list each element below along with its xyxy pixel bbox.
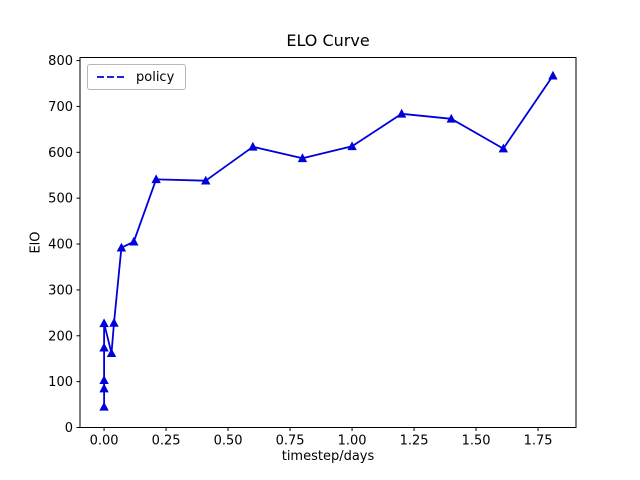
legend-dashed-line-icon — [97, 76, 127, 78]
legend-entry-policy: policy — [136, 69, 175, 85]
x-tick-label: 1.50 — [462, 434, 491, 449]
legend: policy — [87, 64, 187, 90]
y-axis-label: ElO — [28, 231, 44, 254]
triangle-marker — [548, 70, 558, 80]
triangle-marker — [99, 318, 109, 328]
y-tick-label: 300 — [48, 283, 73, 298]
triangle-marker — [347, 141, 357, 151]
y-tick-label: 200 — [48, 329, 73, 344]
triangle-marker — [99, 401, 109, 411]
x-axis-label: timestep/days — [281, 449, 375, 464]
x-tick-label: 0.50 — [214, 434, 243, 449]
x-tick-label: 0.25 — [152, 434, 181, 449]
triangle-marker — [297, 153, 308, 163]
triangle-marker — [99, 383, 109, 393]
triangle-marker — [99, 375, 109, 385]
triangle-marker — [446, 113, 456, 123]
x-tick-label: 0.75 — [276, 434, 305, 449]
plot-spines — [79, 57, 577, 428]
y-tick-label: 100 — [48, 375, 73, 390]
triangle-marker — [151, 174, 161, 184]
x-tick-label: 0.00 — [90, 434, 119, 449]
triangle-marker — [201, 175, 211, 185]
triangle-marker — [129, 236, 139, 246]
y-tick-label: 0 — [65, 421, 73, 436]
triangle-marker — [99, 342, 109, 352]
y-tick-label: 700 — [48, 100, 73, 115]
y-tick-label: 800 — [48, 54, 73, 69]
y-tick-label: 600 — [48, 146, 73, 161]
triangle-marker — [116, 242, 127, 252]
triangle-marker — [396, 108, 407, 118]
x-tick-label: 1.25 — [400, 434, 429, 449]
x-tick-label: 1.75 — [524, 434, 553, 449]
triangle-marker — [106, 348, 117, 357]
policy-line — [103, 75, 554, 407]
chart-title: ELO Curve — [286, 31, 370, 50]
triangle-marker — [109, 317, 119, 327]
triangle-marker — [498, 143, 509, 153]
triangle-marker — [248, 141, 258, 151]
x-tick-label: 1.00 — [338, 434, 367, 449]
y-tick-label: 400 — [48, 238, 73, 253]
y-tick-label: 500 — [48, 192, 73, 207]
